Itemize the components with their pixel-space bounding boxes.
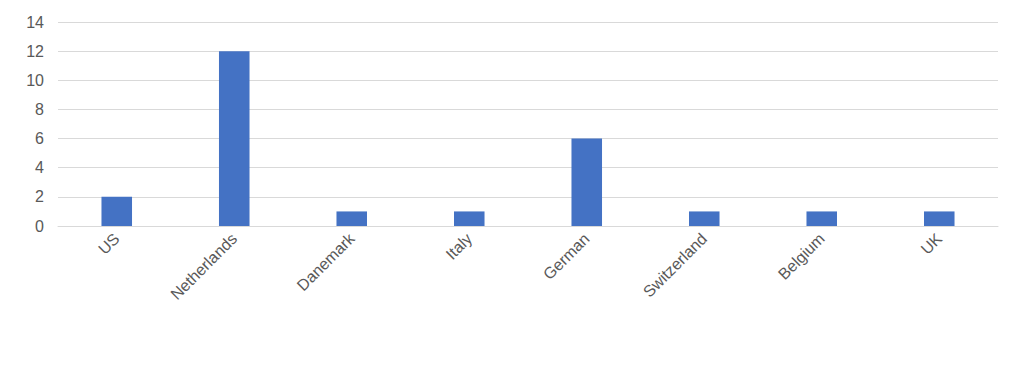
svg-text:Netherlands: Netherlands	[167, 230, 240, 303]
svg-text:Italy: Italy	[443, 230, 476, 263]
svg-text:Belgium: Belgium	[775, 230, 828, 283]
svg-text:UK: UK	[918, 230, 946, 258]
svg-text:10: 10	[26, 72, 44, 89]
svg-text:German: German	[540, 230, 593, 283]
svg-text:12: 12	[26, 43, 44, 60]
svg-text:Switzerland: Switzerland	[640, 230, 710, 300]
svg-text:US: US	[95, 230, 123, 258]
svg-text:Danemark: Danemark	[294, 229, 359, 294]
svg-text:0: 0	[35, 218, 44, 235]
svg-text:6: 6	[35, 130, 44, 147]
svg-text:14: 14	[26, 14, 44, 31]
svg-text:2: 2	[35, 188, 44, 205]
svg-text:8: 8	[35, 101, 44, 118]
svg-text:4: 4	[35, 159, 44, 176]
